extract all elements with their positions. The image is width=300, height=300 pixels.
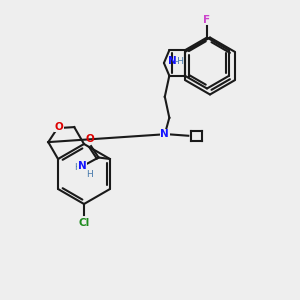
Text: H: H (74, 163, 81, 172)
Text: F: F (203, 15, 211, 25)
Text: N: N (167, 56, 176, 67)
Text: N: N (78, 161, 87, 171)
Text: O: O (85, 134, 94, 144)
Text: -H: -H (174, 57, 184, 66)
Text: H: H (86, 170, 93, 179)
Text: Cl: Cl (78, 218, 90, 228)
Text: N: N (160, 129, 169, 139)
Text: O: O (55, 122, 63, 132)
